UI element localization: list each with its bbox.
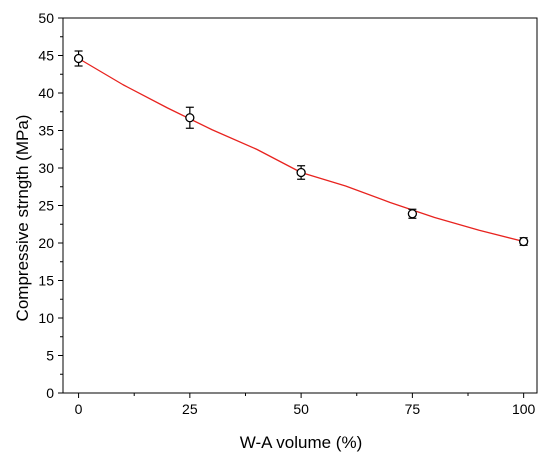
y-tick-label: 15 — [38, 273, 54, 289]
x-tick-label: 100 — [512, 401, 536, 417]
points-layer — [73, 50, 529, 247]
fit-line — [78, 57, 524, 243]
y-tick-label: 30 — [38, 160, 54, 176]
x-axis-title: W-A volume (%) — [240, 433, 363, 452]
y-tick-label: 20 — [38, 235, 54, 251]
y-tick-label: 25 — [38, 198, 54, 214]
y-axis-title: Compressive strngth (MPa) — [13, 115, 32, 322]
y-tick-label: 0 — [46, 385, 54, 401]
x-tick-label: 50 — [293, 401, 309, 417]
y-tick-label: 10 — [38, 310, 54, 326]
y-tick-label: 5 — [46, 348, 54, 364]
plot-frame — [62, 17, 538, 394]
x-tick-label: 75 — [405, 401, 421, 417]
y-tick-label: 40 — [38, 85, 54, 101]
x-tick-label: 25 — [182, 401, 198, 417]
y-tick-label: 35 — [38, 123, 54, 139]
data-point-group — [73, 50, 84, 67]
y-tick-label: 50 — [38, 10, 54, 26]
data-point — [185, 113, 195, 123]
data-point — [407, 209, 418, 219]
data-point-group — [518, 236, 529, 247]
data-point — [296, 167, 306, 178]
x-tick-label: 0 — [75, 401, 83, 417]
fit-layer — [78, 57, 524, 243]
data-point-group — [296, 165, 306, 180]
y-tick-label: 45 — [38, 48, 54, 64]
axes-layer: 0 5 10 15 20 25 30 35 40 45 50 0 25 50 75 100 — [38, 10, 538, 417]
data-point — [518, 236, 529, 247]
data-point-group — [185, 106, 195, 129]
data-point — [73, 53, 84, 64]
data-point-group — [407, 208, 418, 219]
